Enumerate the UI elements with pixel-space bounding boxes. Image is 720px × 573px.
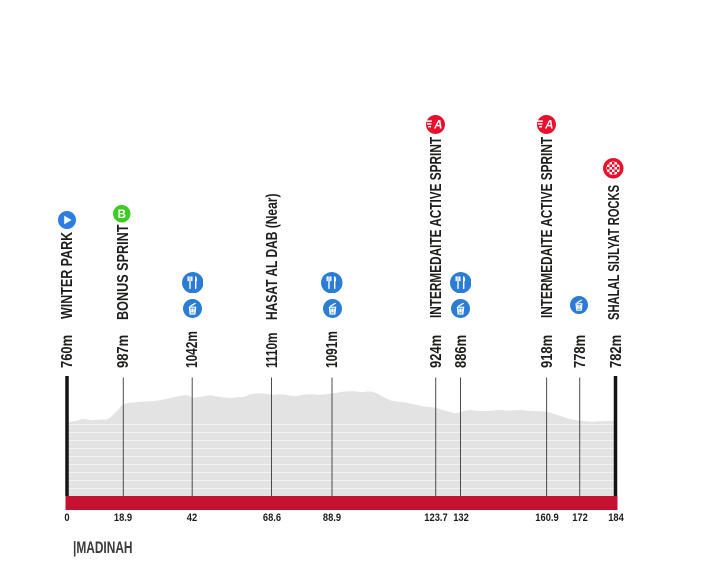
svg-text:B: B xyxy=(118,209,126,221)
